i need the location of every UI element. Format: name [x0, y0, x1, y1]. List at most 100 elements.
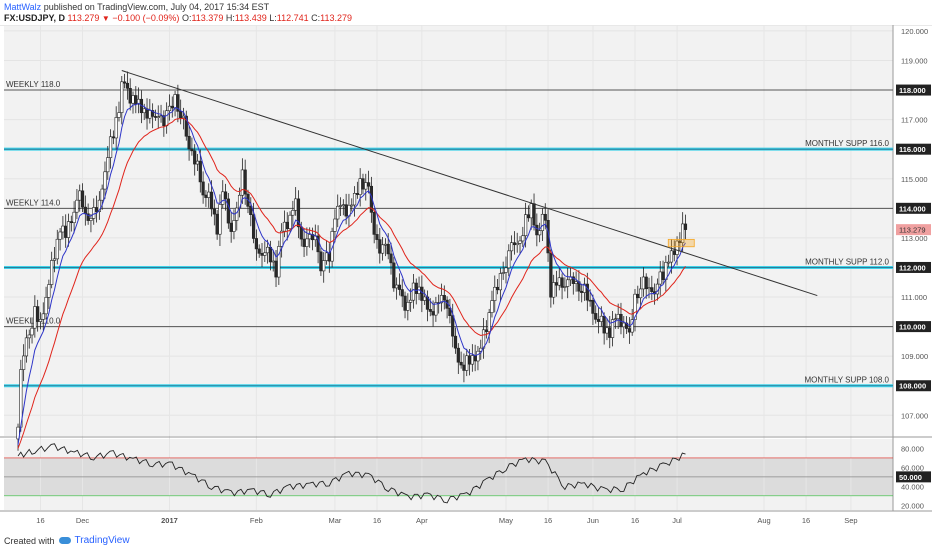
candle-body	[218, 204, 222, 235]
candle-body	[131, 95, 135, 104]
candle-body	[622, 322, 626, 328]
candle	[122, 73, 127, 89]
candle-body	[198, 160, 202, 183]
candle	[201, 171, 205, 204]
ohlc-line: FX:USDJPY, D 113.279 ▼ −0.100 (−0.09%) O…	[4, 13, 352, 24]
candle-body	[431, 311, 435, 316]
candle-body	[153, 116, 158, 118]
candle-body	[274, 260, 278, 278]
candle	[501, 261, 505, 280]
candle-body	[229, 222, 233, 232]
candle-body	[61, 225, 65, 233]
candle-body	[613, 318, 617, 321]
candle-body	[557, 277, 561, 286]
candle	[58, 227, 62, 251]
candle-body	[128, 88, 132, 104]
candle-body	[420, 286, 424, 301]
candle-body	[470, 355, 474, 365]
candle-body	[33, 306, 37, 329]
price-tick-label: 117.000	[901, 116, 928, 125]
candle-body	[647, 287, 651, 290]
candle-body	[341, 204, 345, 206]
candle	[594, 305, 598, 324]
candle-body	[38, 319, 43, 322]
candle-body	[414, 282, 418, 294]
level-price-tag-label: 118.000	[899, 86, 926, 95]
author-link[interactable]: MattWalz	[4, 2, 42, 12]
candle-body	[599, 315, 603, 322]
candle-body	[490, 300, 494, 313]
candle	[22, 344, 26, 382]
top-border	[0, 25, 932, 26]
candle-body	[627, 328, 631, 333]
candle-body	[263, 252, 267, 256]
candle-body	[108, 136, 113, 158]
candle-body	[148, 110, 152, 119]
candle	[434, 296, 438, 322]
candle-body	[254, 238, 258, 250]
candle-body	[526, 214, 531, 219]
candle-body	[588, 299, 592, 302]
candle	[585, 272, 589, 312]
candle-body	[386, 243, 390, 255]
candle-body	[271, 260, 275, 263]
candle	[507, 244, 511, 277]
candle-body	[27, 334, 31, 339]
candle-body	[89, 218, 93, 221]
candle-body	[352, 193, 357, 206]
candle	[451, 303, 455, 348]
candle	[602, 312, 606, 345]
candle	[476, 345, 480, 371]
rsi-line	[17, 443, 686, 504]
candle-body	[389, 253, 393, 264]
price-tick-label: 113.000	[901, 234, 928, 243]
candle	[114, 106, 118, 150]
candle-body	[675, 240, 679, 255]
rsi-value-tag	[896, 471, 931, 483]
candle-body	[498, 273, 502, 291]
low-label: L:	[269, 13, 277, 23]
candle	[55, 229, 59, 265]
candle	[156, 105, 160, 129]
candle	[86, 203, 90, 225]
candle-body	[509, 242, 514, 252]
candle-body	[187, 135, 191, 150]
candle-body	[268, 246, 273, 263]
candle	[198, 149, 202, 193]
candle	[549, 246, 553, 308]
candle-body	[156, 116, 160, 119]
time-tick-label: Mar	[328, 516, 341, 525]
candle-body	[563, 286, 567, 288]
candle	[322, 252, 326, 283]
candle-body	[487, 312, 491, 332]
candle	[669, 239, 674, 274]
candle	[683, 214, 688, 240]
candle-body	[223, 191, 228, 200]
low-value: 112.741	[276, 13, 309, 23]
candle-body	[591, 300, 595, 314]
tradingview-brand[interactable]: TradingView	[74, 535, 130, 546]
candle-body	[473, 355, 477, 362]
candle-body	[580, 290, 584, 293]
candle	[72, 201, 76, 234]
publish-line: MattWalz published on TradingView.com, J…	[4, 2, 352, 13]
candle-body	[448, 308, 452, 316]
candle-body	[574, 281, 578, 284]
level-price-tag	[896, 380, 931, 392]
candle-body	[322, 260, 326, 272]
candle-body	[167, 105, 172, 112]
candle-body	[644, 276, 648, 290]
candle-body	[608, 327, 612, 338]
candle-body	[266, 246, 270, 254]
candle	[493, 275, 497, 313]
candle	[521, 226, 525, 247]
candle	[515, 232, 519, 253]
candle-body	[451, 315, 455, 337]
price-chart[interactable]: WEEKLY 118.0 MONTHLY SUPP 116.0 WEEKLY 114…	[0, 23, 932, 533]
candle-body	[453, 335, 458, 349]
downtrend-line	[121, 70, 818, 297]
candle-body	[78, 190, 82, 201]
level-price-tag	[896, 143, 931, 155]
candle	[504, 256, 508, 284]
candle	[36, 299, 40, 332]
